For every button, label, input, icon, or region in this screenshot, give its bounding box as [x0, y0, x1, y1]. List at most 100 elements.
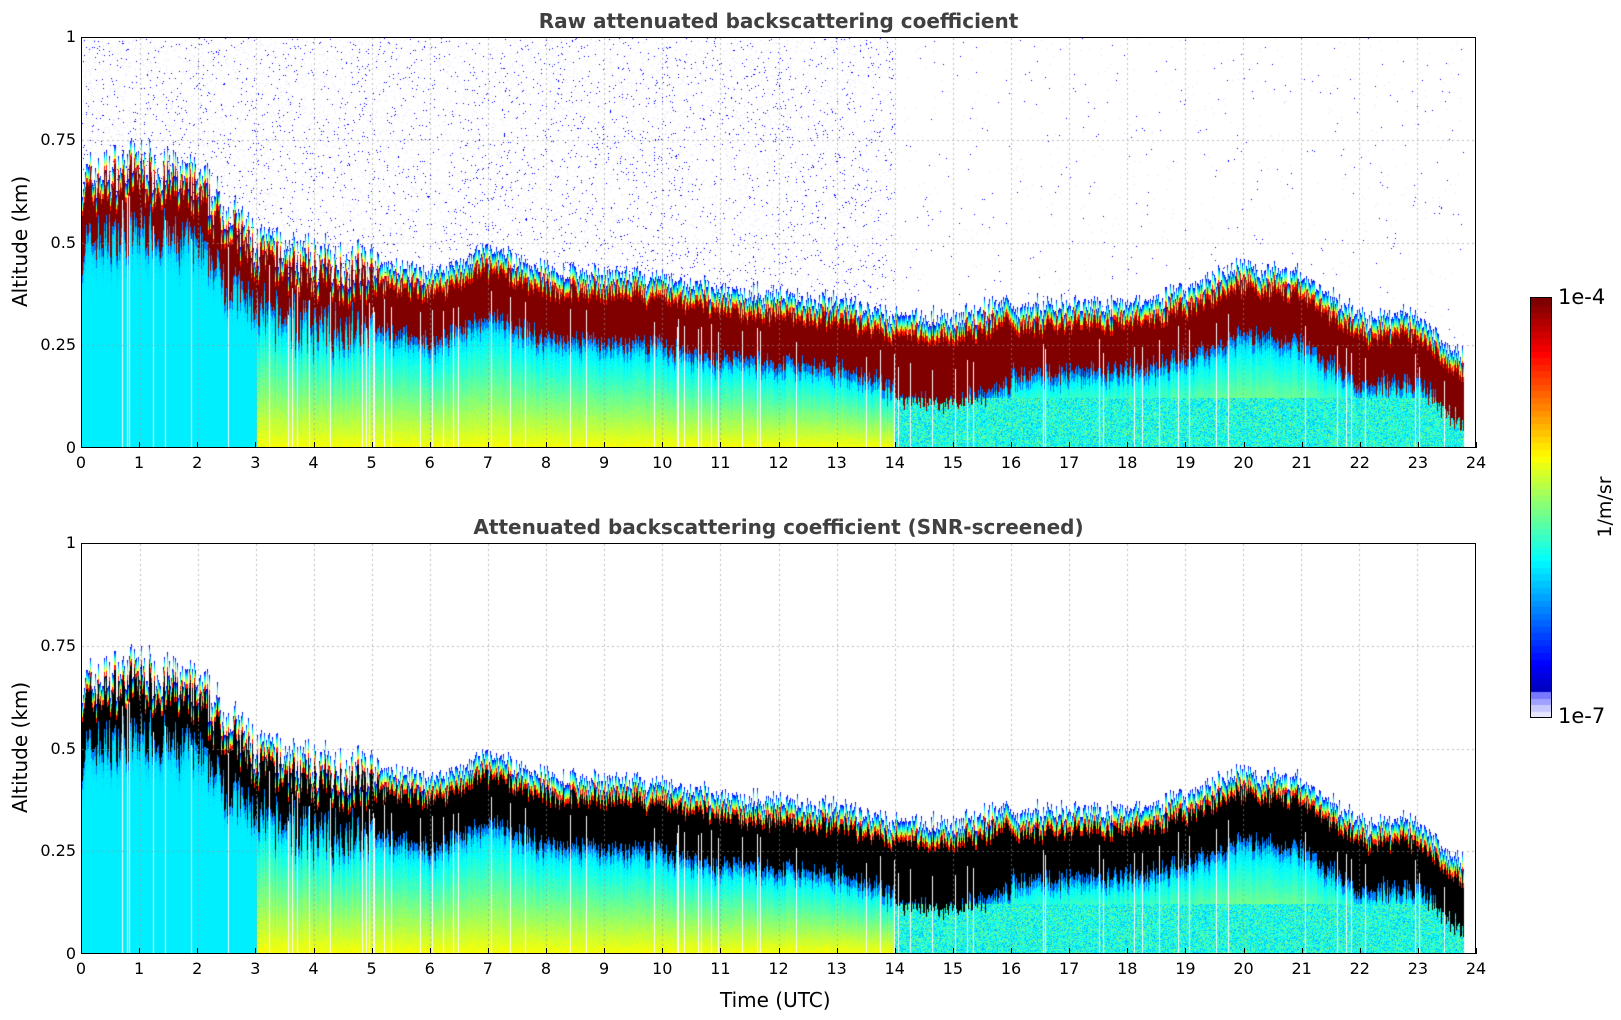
- x-tick-mark: [429, 948, 431, 954]
- x-tick-mark: [952, 442, 954, 448]
- x-tick-mark: [604, 948, 606, 954]
- x-tick-label: 1: [134, 959, 145, 978]
- colorbar-min-label: 1e-7: [1558, 704, 1606, 728]
- x-tick-label: 16: [1000, 453, 1022, 472]
- x-tick-mark: [662, 442, 664, 448]
- x-tick-mark: [1476, 442, 1477, 448]
- x-tick-label: 21: [1291, 453, 1312, 472]
- x-tick-label: 11: [710, 959, 731, 978]
- x-tick-label: 15: [942, 959, 964, 978]
- colorbar: [1530, 297, 1552, 718]
- x-tick-label: 17: [1058, 959, 1080, 978]
- x-tick-label: 1: [134, 453, 145, 472]
- x-tick-mark: [371, 948, 373, 954]
- x-tick-mark: [1243, 948, 1245, 954]
- x-tick-mark: [1011, 442, 1012, 448]
- x-tick-mark: [1301, 948, 1303, 954]
- x-tick-mark: [1476, 948, 1477, 954]
- x-tick-mark: [604, 442, 606, 448]
- x-tick-mark: [371, 442, 373, 448]
- x-tick-mark: [255, 442, 257, 448]
- x-tick-label: 6: [424, 959, 435, 978]
- x-tick-label: 0: [75, 453, 87, 472]
- x-tick-mark: [894, 442, 896, 448]
- x-tick-label: 10: [652, 453, 673, 472]
- x-tick-mark: [429, 442, 431, 448]
- x-tick-mark: [952, 948, 954, 954]
- x-tick-label: 3: [250, 959, 261, 978]
- x-tick-mark: [1185, 948, 1187, 954]
- x-tick-label: 2: [192, 453, 203, 472]
- x-tick-label: 9: [599, 453, 610, 472]
- x-tick-label: 20: [1233, 453, 1254, 472]
- y-tick-label: 0: [65, 944, 76, 963]
- x-tick-mark: [1127, 948, 1129, 954]
- x-tick-label: 12: [768, 959, 789, 978]
- x-tick-label: 23: [1407, 959, 1429, 978]
- x-axis-label: Time (UTC): [720, 988, 831, 1012]
- x-tick-label: 23: [1407, 453, 1429, 472]
- y-tick-label: 0.75: [40, 129, 76, 149]
- x-tick-label: 6: [424, 453, 435, 472]
- x-tick-mark: [1185, 442, 1187, 448]
- x-tick-mark: [546, 948, 547, 954]
- x-tick-mark: [81, 442, 82, 448]
- x-tick-mark: [720, 442, 722, 448]
- x-tick-mark: [546, 442, 547, 448]
- y-tick-label: 0.5: [50, 232, 76, 252]
- x-tick-label: 8: [540, 453, 552, 472]
- x-tick-mark: [487, 948, 489, 954]
- x-tick-mark: [81, 948, 82, 954]
- x-tick-label: 4: [308, 959, 319, 978]
- x-tick-label: 22: [1349, 453, 1370, 472]
- bottom-heatmap: [82, 544, 1475, 953]
- x-tick-mark: [662, 948, 664, 954]
- x-tick-label: 17: [1058, 453, 1080, 472]
- bottom-chart-title: Attenuated backscattering coefficient (S…: [473, 515, 1084, 539]
- x-tick-mark: [778, 948, 780, 954]
- x-tick-label: 9: [599, 959, 610, 978]
- y-tick-label: 1: [65, 27, 76, 46]
- x-tick-label: 11: [710, 453, 731, 472]
- x-tick-label: 21: [1291, 959, 1312, 978]
- x-tick-label: 19: [1175, 453, 1196, 472]
- x-tick-mark: [1417, 442, 1419, 448]
- x-tick-mark: [836, 442, 838, 448]
- y-tick-label: 0: [65, 438, 76, 457]
- x-tick-mark: [197, 948, 199, 954]
- y-tick-label: 0.75: [40, 635, 76, 655]
- x-tick-mark: [1011, 948, 1012, 954]
- colorbar-gradient: [1531, 298, 1551, 717]
- x-tick-label: 7: [482, 959, 493, 978]
- x-tick-label: 4: [308, 453, 319, 472]
- colorbar-unit-label: 1/m/sr: [1594, 476, 1616, 538]
- x-tick-mark: [778, 442, 780, 448]
- x-tick-mark: [1417, 948, 1419, 954]
- x-tick-mark: [255, 948, 257, 954]
- x-tick-label: 5: [366, 453, 377, 472]
- x-tick-label: 14: [884, 959, 905, 978]
- x-tick-label: 3: [250, 453, 261, 472]
- colorbar-max-label: 1e-4: [1558, 285, 1606, 309]
- x-tick-label: 0: [75, 959, 87, 978]
- x-tick-label: 7: [482, 453, 493, 472]
- x-tick-label: 18: [1117, 959, 1138, 978]
- x-tick-label: 24: [1465, 959, 1487, 978]
- x-tick-label: 12: [768, 453, 789, 472]
- y-tick-label: 0.25: [40, 335, 76, 355]
- x-tick-label: 13: [826, 453, 847, 472]
- x-tick-mark: [836, 948, 838, 954]
- x-tick-label: 19: [1175, 959, 1196, 978]
- x-tick-mark: [313, 442, 315, 448]
- x-tick-mark: [139, 948, 141, 954]
- x-tick-label: 8: [540, 959, 552, 978]
- x-tick-mark: [1359, 948, 1361, 954]
- y-tick-label: 0.5: [50, 738, 76, 758]
- x-tick-label: 2: [192, 959, 203, 978]
- x-tick-label: 16: [1000, 959, 1022, 978]
- y-tick-label: 1: [65, 533, 76, 552]
- x-tick-mark: [1127, 442, 1129, 448]
- x-tick-label: 24: [1465, 453, 1487, 472]
- x-tick-mark: [487, 442, 489, 448]
- x-tick-mark: [894, 948, 896, 954]
